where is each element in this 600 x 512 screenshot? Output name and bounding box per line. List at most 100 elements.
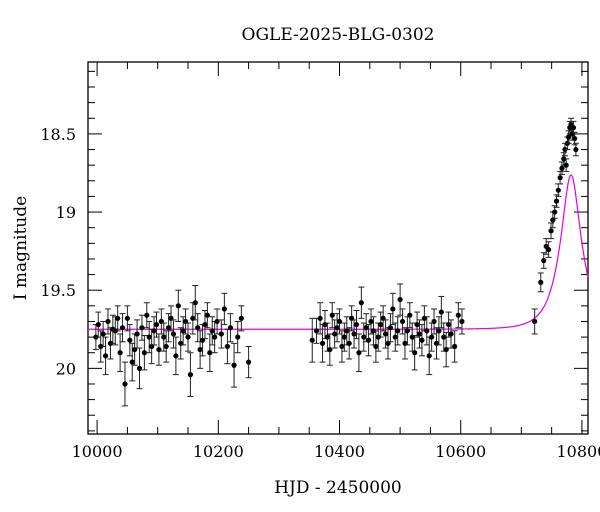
data-point <box>100 331 106 337</box>
data-point <box>397 296 403 303</box>
data-point <box>563 162 569 168</box>
data-point <box>368 318 374 325</box>
data-point <box>95 321 101 328</box>
data-point <box>557 175 563 181</box>
data-point <box>436 328 442 334</box>
y-tick-label: 19.5 <box>40 281 76 300</box>
y-tick-label: 19 <box>56 203 76 222</box>
data-point <box>119 325 126 331</box>
data-point <box>353 321 360 328</box>
data-point <box>446 321 452 328</box>
data-point <box>246 359 252 365</box>
data-point <box>572 135 578 142</box>
data-point <box>459 318 465 325</box>
data-point <box>127 337 133 343</box>
data-point <box>102 353 109 359</box>
data-point <box>363 325 369 331</box>
data-point <box>134 331 140 337</box>
axis-ticks <box>88 62 588 434</box>
data-point <box>429 334 435 340</box>
data-point <box>438 309 444 315</box>
data-point <box>416 331 423 337</box>
data-point <box>548 228 554 234</box>
data-point <box>390 306 396 312</box>
data-point <box>192 300 198 306</box>
data-point <box>441 334 447 340</box>
data-point <box>327 346 333 353</box>
model-curve <box>88 174 589 330</box>
data-point <box>332 331 338 337</box>
data-point <box>399 318 406 325</box>
data-point <box>175 303 181 309</box>
x-tick-label: 10200 <box>193 442 244 461</box>
data-point <box>170 331 177 337</box>
data-point <box>317 315 323 321</box>
data-point <box>361 334 367 340</box>
data-point <box>185 334 191 340</box>
data-point <box>166 325 172 331</box>
data-point <box>387 325 394 331</box>
data-point <box>452 343 458 350</box>
data-point <box>532 318 538 325</box>
data-point <box>129 359 135 365</box>
data-point <box>231 362 237 368</box>
data-point <box>161 334 167 340</box>
data-point <box>424 328 430 334</box>
data-point <box>173 353 179 359</box>
x-tick-label: 10800 <box>556 442 600 461</box>
x-tick-label: 10000 <box>72 442 123 461</box>
data-point <box>358 300 364 306</box>
data-point <box>538 279 544 285</box>
data-point <box>356 350 362 356</box>
data-point <box>404 328 410 334</box>
data-point <box>309 337 315 343</box>
data-point <box>392 334 398 340</box>
data-point <box>419 337 425 343</box>
data-point <box>313 328 320 334</box>
data-point <box>139 325 145 331</box>
data-point <box>426 353 432 359</box>
plot-frame <box>87 61 589 435</box>
data-point <box>559 165 565 171</box>
tick-labels: 10000 10200 10400 10600 10800 18.5 19 19.5 20 <box>40 125 600 461</box>
data-point <box>324 334 330 340</box>
chart-title: OGLE-2025-BLG-0302 <box>242 25 435 45</box>
y-tick-label: 18.5 <box>40 125 76 144</box>
data-point <box>334 325 340 331</box>
data-point <box>117 350 123 356</box>
data-point <box>207 350 213 356</box>
data-point <box>431 318 437 325</box>
data-point <box>366 337 372 343</box>
data-point <box>218 331 224 337</box>
data-point <box>546 246 552 253</box>
data-point <box>146 334 152 340</box>
data-point <box>187 372 194 378</box>
data-point <box>144 312 150 318</box>
data-point <box>151 328 157 334</box>
data-point <box>227 325 234 331</box>
data-point <box>319 340 326 346</box>
data-point <box>153 321 160 328</box>
data-point <box>553 198 560 204</box>
data-point <box>163 343 169 350</box>
data-point <box>212 334 218 340</box>
y-axis-label: I magnitude <box>11 196 31 300</box>
data-point <box>204 312 210 318</box>
data-point <box>344 328 350 334</box>
data-point <box>351 331 357 337</box>
data-point <box>238 315 244 321</box>
data-point <box>197 346 203 353</box>
data-point <box>395 328 401 334</box>
data-point <box>443 346 449 353</box>
data-point <box>373 343 379 350</box>
data-point <box>339 343 345 350</box>
data-point <box>180 328 186 334</box>
data-point <box>555 187 561 193</box>
data-point <box>448 331 454 337</box>
data-point <box>235 334 241 340</box>
x-tick-label: 10400 <box>314 442 365 461</box>
data-point <box>407 312 413 318</box>
data-point <box>209 328 215 334</box>
data-point <box>341 334 347 340</box>
